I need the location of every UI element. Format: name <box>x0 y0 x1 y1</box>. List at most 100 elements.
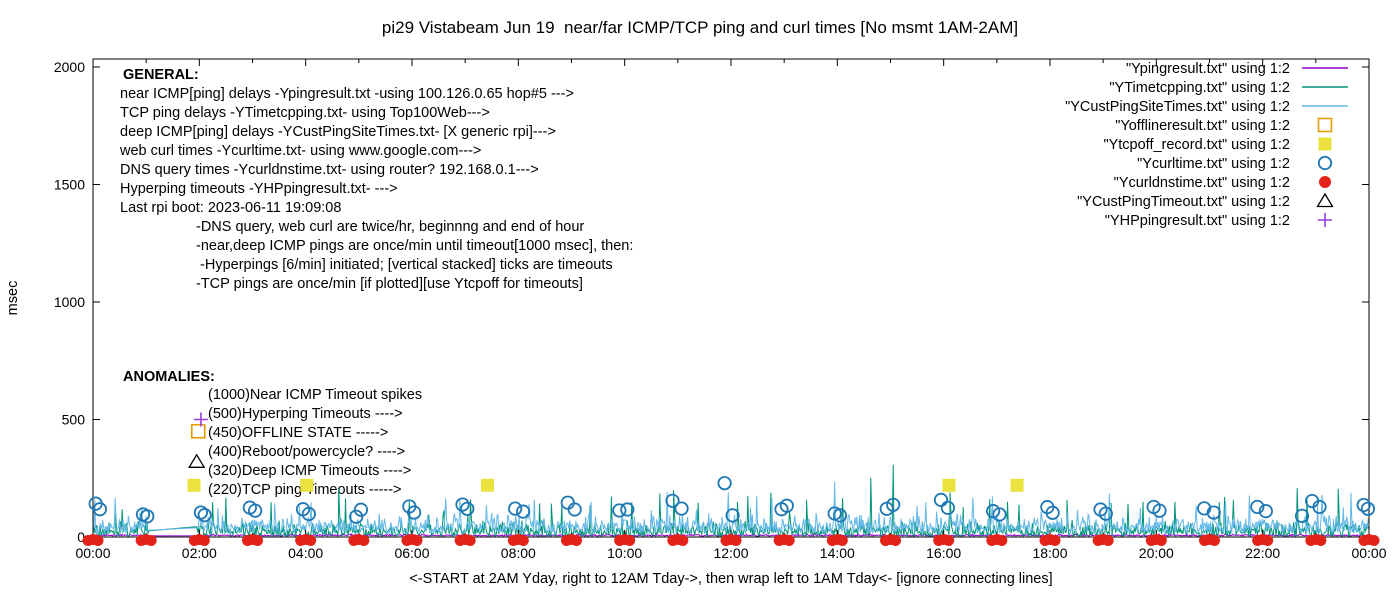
point-Ycurldnstime-txt <box>890 535 901 547</box>
legend-label: "Ycurltime.txt" using 1:2 <box>1137 156 1290 172</box>
point-Ycurltime-txt <box>140 509 155 524</box>
general-note-line: DNS query times -Ycurldnstime.txt- using… <box>120 162 539 178</box>
point-Ycurldnstime-txt <box>1049 535 1061 547</box>
x-tick-label: 02:00 <box>182 545 217 561</box>
y-axis-label: msec <box>5 281 21 316</box>
general-note-line: Hyperping timeouts -YHPpingresult.txt- -… <box>120 181 398 197</box>
point-Ycurltime-txt <box>349 509 364 524</box>
anomaly-note-line: (1000)Near ICMP Timeout spikes <box>208 387 422 403</box>
general-note-indented-line: -near,deep ICMP pings are once/min until… <box>196 238 633 254</box>
point-Ycurldnstime-txt <box>783 535 795 547</box>
point-Ycurltime-txt <box>940 500 956 515</box>
legend-marker-square-open <box>1317 117 1333 133</box>
point-Ytcpoff_record-txt <box>187 478 201 492</box>
point-Ycurldnstime-txt <box>198 535 210 547</box>
anomaly-note-line: (450)OFFLINE STATE -----> <box>208 425 388 441</box>
legend-label: "Ycurldnstime.txt" using 1:2 <box>1114 175 1290 191</box>
x-tick-label: 12:00 <box>713 545 748 561</box>
plot-frame: 00:00 02:00 04:00 06:00 08:00 10:00 12:00 14:00… <box>54 58 1387 561</box>
series-line-YCustPingSiteTimes-txt <box>92 481 1370 536</box>
point-Ycurldnstime-txt <box>1102 535 1114 547</box>
general-notes-block: near ICMP[ping] delays -Ypingresult.txt … <box>119 86 633 292</box>
point-Ycurltime-txt <box>1312 499 1327 515</box>
point-Ycurldnstime-txt <box>943 535 955 547</box>
point-Ycurldnstime-txt <box>571 535 582 547</box>
anomaly-note-line: (500)Hyperping Timeouts ----> <box>208 406 403 422</box>
point-Ycurltime-txt <box>779 498 794 513</box>
point-Ycurltime-txt <box>1356 497 1371 513</box>
y-tick-label: 0 <box>77 529 85 545</box>
x-tick-label: 18:00 <box>1032 545 1067 561</box>
legend-label: "YHPpingresult.txt" using 1:2 <box>1105 213 1290 229</box>
y-tick-label: 2000 <box>54 59 85 75</box>
point-YHPpingresult-txt <box>193 412 208 427</box>
point-Ycurldnstime-txt <box>252 535 263 547</box>
point-Ycurltime-txt <box>725 508 740 523</box>
legend: "Ypingresult.txt" using 1:2 "YTimetcpping… <box>1065 61 1348 229</box>
point-Ycurldnstime-txt <box>996 535 1008 547</box>
point-Ycurltime-txt <box>1152 503 1167 518</box>
point-Ycurltime-txt <box>193 505 209 520</box>
y-tick-label: 1500 <box>54 177 85 193</box>
x-tick-label: 22:00 <box>1245 545 1280 561</box>
general-note-line: Last rpi boot: 2023-06-11 19:09:08 <box>120 200 341 216</box>
x-tick-label: 10:00 <box>607 545 642 561</box>
legend-marker-plus <box>1318 213 1332 227</box>
point-Ycurltime-txt <box>1206 505 1221 520</box>
point-Ytcpoff_record-txt <box>480 478 494 492</box>
anomalies-heading: ANOMALIES: <box>123 369 215 385</box>
point-Ycurltime-txt <box>1045 505 1060 520</box>
point-Ycurltime-txt <box>1250 499 1265 515</box>
y-tick-label: 1000 <box>54 294 85 310</box>
point-Ycurltime-txt <box>516 504 531 519</box>
x-tick-label: 20:00 <box>1139 545 1174 561</box>
x-tick-label: 08:00 <box>501 545 536 561</box>
legend-label: "Ytcpoff_record.txt" using 1:2 <box>1103 137 1290 153</box>
point-Ycurltime-txt <box>717 476 732 491</box>
legend-marker-square-filled <box>1318 137 1332 151</box>
anomaly-note-line: (320)Deep ICMP Timeouts ----> <box>208 463 411 479</box>
general-notes-heading: GENERAL: <box>123 67 199 83</box>
y-tick-label: 500 <box>62 412 86 428</box>
x-tick-label: 16:00 <box>926 545 961 561</box>
point-Ycurldnstime-txt <box>1209 535 1220 547</box>
general-note-indented-line: -TCP pings are once/min [if plotted][use… <box>196 276 583 292</box>
point-Ytcpoff_record-txt <box>300 478 314 492</box>
point-Ycurltime-txt <box>92 502 108 517</box>
noise-trace-layer <box>92 464 1370 539</box>
point-Ycurltime-txt <box>1294 508 1310 523</box>
legend-label: "Ypingresult.txt" using 1:2 <box>1126 61 1290 77</box>
point-Ycurltime-txt <box>612 503 627 518</box>
point-Ycurltime-txt <box>674 501 689 516</box>
point-Ycurltime-txt <box>455 497 470 512</box>
anomaly-note-line: (400)Reboot/powercycle? ----> <box>208 444 405 460</box>
point-Ycurldnstime-txt <box>1315 535 1327 547</box>
point-Ytcpoff_record-txt <box>942 478 956 492</box>
x-tick-label: 04:00 <box>288 545 323 561</box>
x-tick-label: 00:00 <box>1351 545 1386 561</box>
chart-title: pi29 Vistabeam Jun 19 near/far ICMP/TCP … <box>382 18 1018 37</box>
general-note-line: near ICMP[ping] delays -Ypingresult.txt … <box>120 86 574 102</box>
legend-label: "YTimetcpping.txt" using 1:2 <box>1109 80 1290 96</box>
point-Ycurltime-txt <box>1098 506 1113 521</box>
x-tick-label: 14:00 <box>820 545 855 561</box>
general-note-line: deep ICMP[ping] delays -YCustPingSiteTim… <box>120 124 556 140</box>
anomalies-block: (1000)Near ICMP Timeout spikes (500)Hyper… <box>208 387 422 498</box>
point-Ycurldnstime-txt <box>1262 535 1274 547</box>
legend-label: "YCustPingTimeout.txt" using 1:2 <box>1077 194 1290 210</box>
point-Ycurltime-txt <box>620 502 635 517</box>
point-Ycurltime-txt <box>992 507 1007 522</box>
point-Ycurldnstime-txt <box>517 535 529 547</box>
point-Ycurldnstime-txt <box>92 535 104 547</box>
point-YCustPingTimeout-txt <box>188 453 206 468</box>
point-Ycurltime-txt <box>560 495 575 510</box>
point-Yofflineresult-txt <box>190 423 206 439</box>
point-Ycurltime-txt <box>301 506 316 522</box>
point-Ycurltime-txt <box>353 502 369 517</box>
point-Ycurldnstime-txt <box>358 535 370 547</box>
point-Ycurltime-txt <box>832 508 848 523</box>
legend-marker-circle-open <box>1317 155 1333 171</box>
point-Ycurldnstime-txt <box>411 535 423 547</box>
point-Ycurltime-txt <box>567 502 582 517</box>
